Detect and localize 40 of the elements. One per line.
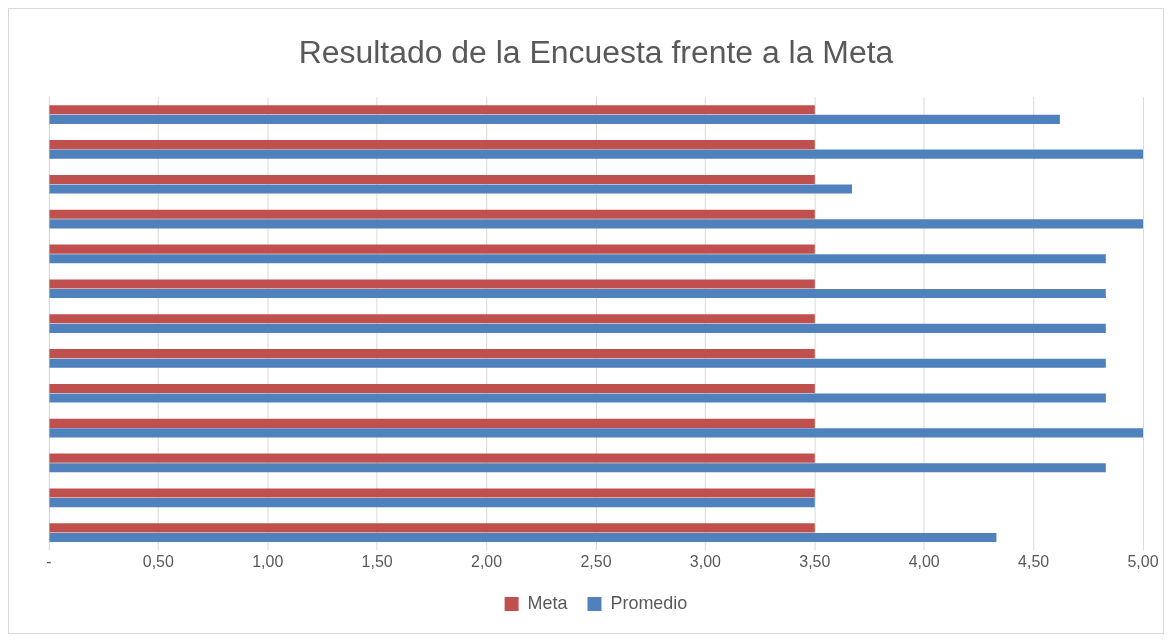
bar: [49, 140, 815, 150]
bar: [49, 149, 1144, 159]
bar: [49, 314, 815, 324]
x-tick-label: 0,50: [142, 553, 174, 571]
bar: [49, 174, 815, 184]
bar: [49, 523, 815, 533]
x-tick-label: 3,50: [799, 553, 831, 571]
bar: [49, 358, 1106, 368]
bar: [49, 428, 1144, 438]
bar: [49, 532, 997, 542]
bar: [49, 244, 815, 254]
x-tick-label: 5,00: [1127, 553, 1159, 571]
x-tick-label: 4,00: [908, 553, 940, 571]
bar: [49, 114, 1060, 124]
legend-label: Promedio: [610, 593, 688, 614]
bar: [49, 209, 815, 219]
bar: [49, 453, 815, 463]
x-tick-label: 1,00: [252, 553, 284, 571]
x-tick-label: 4,50: [1018, 553, 1050, 571]
bar: [49, 279, 815, 289]
bar: [49, 184, 852, 194]
x-tick-label: 1,50: [361, 553, 393, 571]
bar: [49, 105, 815, 115]
bar: [49, 323, 1106, 333]
legend-label: Meta: [527, 593, 568, 614]
x-tick-label: 2,00: [471, 553, 503, 571]
x-tick-label: 3,00: [689, 553, 722, 571]
bar: [49, 383, 815, 394]
bar: [49, 418, 815, 428]
bar: [49, 393, 1106, 403]
bar: [49, 463, 1106, 473]
bar: [49, 254, 1106, 264]
bar: [49, 349, 815, 359]
chart-title: Resultado de la Encuesta frente a la Meta: [298, 33, 894, 70]
bar: [49, 498, 815, 508]
bar: [49, 488, 815, 498]
x-tick-label: -: [46, 553, 52, 571]
bar: [49, 219, 1144, 229]
x-tick-label: 2,50: [580, 553, 612, 571]
bar: [49, 288, 1106, 299]
